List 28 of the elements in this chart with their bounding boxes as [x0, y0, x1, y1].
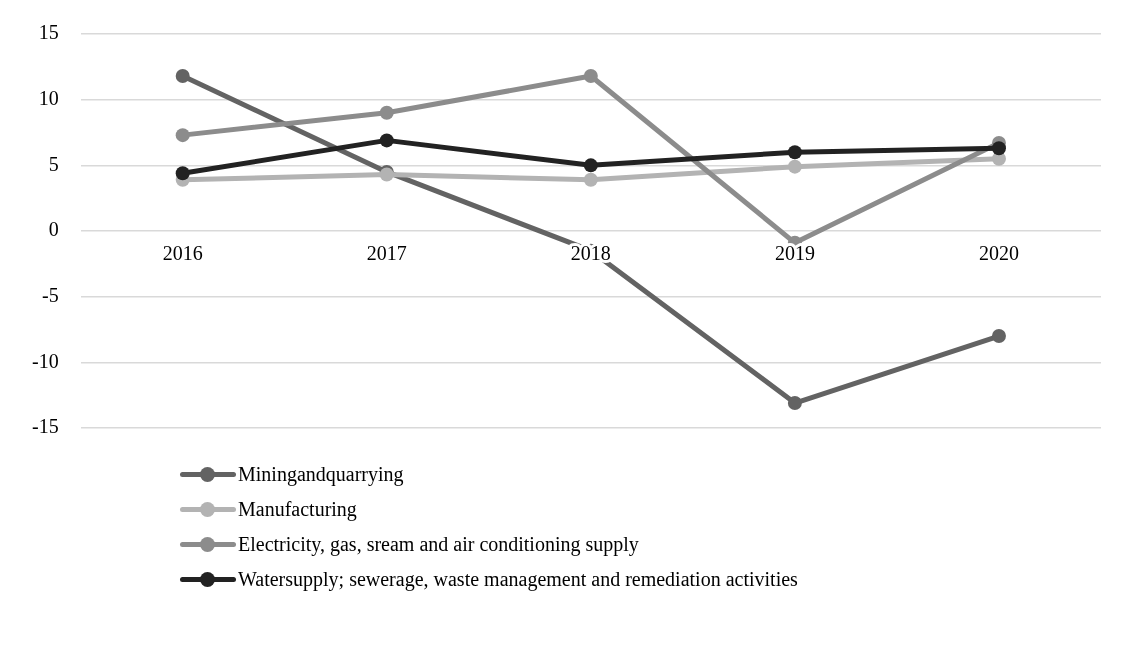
legend-label: Miningandquarrying: [238, 462, 404, 486]
point: [787, 396, 802, 411]
point: [787, 145, 802, 160]
y-tick-label: 5: [48, 152, 59, 175]
legend-label: Electricity, gas, sream and air conditioning supply: [238, 532, 639, 556]
y-tick-label: 0: [48, 218, 59, 241]
point: [991, 141, 1006, 156]
point: [991, 329, 1006, 344]
x-tick-label: 2019: [774, 242, 815, 265]
point: [379, 105, 394, 120]
y-tick-label: 10: [38, 86, 59, 109]
legend-label: Watersupply; sewerage, waste management and remediation activities: [238, 567, 798, 591]
x-tick-label: 2017: [366, 242, 407, 265]
y-tick-label: 15: [38, 21, 59, 44]
x-tick-label: 2016: [162, 242, 203, 265]
legend-label: Manufacturing: [238, 497, 357, 521]
point: [583, 172, 598, 187]
point: [583, 69, 598, 84]
point: [175, 166, 190, 181]
y-tick-label: -15: [31, 415, 59, 438]
x-tick-label: 2020: [978, 242, 1019, 265]
y-tick-label: -10: [31, 349, 59, 372]
point: [175, 69, 190, 84]
point: [175, 128, 190, 143]
y-tick-label: -5: [41, 283, 59, 306]
point: [379, 133, 394, 148]
point: [787, 159, 802, 174]
point: [583, 158, 598, 173]
